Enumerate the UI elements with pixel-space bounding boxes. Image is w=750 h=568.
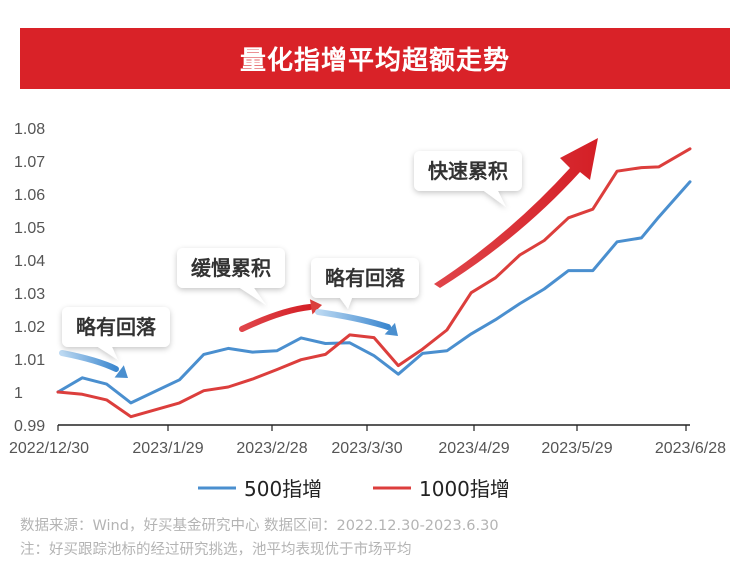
- series-line-1000: [56, 147, 692, 419]
- source-footnote: 数据来源：Wind，好买基金研究中心 数据区间：2022.12.30-2023.…: [20, 518, 499, 534]
- arrow-head-icon: [384, 322, 398, 336]
- legend: 500指增 1000指增: [198, 477, 510, 501]
- x-tick-label: 2023/5/29: [541, 440, 612, 457]
- callout-bubble: [311, 258, 419, 309]
- axes: 0.99 1 1.01 1.02 1.03 1.04 1.05 1.06 1.07 1.08 202…: [9, 121, 726, 457]
- annotation: 略有回落: [311, 258, 419, 336]
- callout-box: [62, 307, 170, 347]
- callout-bubble: [62, 307, 170, 360]
- callout-label: 略有回落: [325, 266, 406, 290]
- legend-label: 1000指增: [419, 477, 510, 501]
- callout-box: [414, 151, 522, 191]
- legend-item: 500指增: [198, 477, 322, 501]
- note-footnote: 注：好买跟踪池标的经过研究挑选，池平均表现优于市场平均: [20, 542, 412, 558]
- legend-item: 1000指增: [373, 477, 510, 501]
- y-tick-label: 1.02: [14, 319, 45, 336]
- y-tick-label: 1.07: [14, 154, 45, 171]
- callout-tail: [340, 298, 352, 309]
- chart-title-banner: 量化指增平均超额走势: [20, 28, 730, 89]
- annotation: 快速累积: [414, 138, 598, 288]
- red-arrow-icon: [434, 138, 598, 288]
- legend-label: 500指增: [244, 477, 322, 501]
- callout-box: [311, 258, 419, 298]
- annotation: 略有回落: [59, 307, 170, 378]
- x-tick-label: 2023/3/30: [331, 440, 402, 457]
- x-tick-label: 2023/1/29: [132, 440, 203, 457]
- series-line-500: [56, 180, 692, 405]
- y-tick-label: 1.08: [14, 121, 45, 138]
- blue-arrow-icon: [59, 350, 119, 372]
- callout-label: 缓慢累积: [191, 256, 271, 280]
- callout-tail: [240, 288, 266, 305]
- x-tick-label: 2022/12/30: [9, 440, 89, 457]
- arrow-head-icon: [114, 365, 128, 378]
- callout-tail: [484, 191, 506, 207]
- y-tick-label: 1.03: [14, 286, 45, 303]
- x-tick-label: 2023/2/28: [236, 440, 307, 457]
- chart-title: 量化指增平均超额走势: [239, 46, 510, 76]
- y-tick-label: 1.05: [14, 220, 45, 237]
- x-tick-label: 2023/6/28: [655, 440, 726, 457]
- callout-box: [177, 248, 285, 288]
- callout-bubble: [177, 248, 285, 305]
- y-tick-label: 1: [14, 385, 23, 402]
- y-tick-label: 0.99: [14, 418, 45, 435]
- red-arrow-icon: [239, 304, 313, 332]
- callout-label: 快速累积: [428, 159, 508, 183]
- series-lines: [56, 147, 692, 419]
- callout-tail: [98, 347, 118, 360]
- callout-label: 略有回落: [76, 315, 157, 339]
- annotation: 缓慢累积: [177, 248, 322, 332]
- y-tick-label: 1.04: [14, 253, 45, 270]
- blue-arrow-icon: [315, 309, 391, 330]
- y-tick-label: 1.06: [14, 187, 45, 204]
- callout-bubble: [414, 151, 522, 207]
- y-tick-label: 1.01: [14, 352, 45, 369]
- x-tick-label: 2023/4/29: [438, 440, 509, 457]
- arrow-head-icon: [309, 299, 322, 315]
